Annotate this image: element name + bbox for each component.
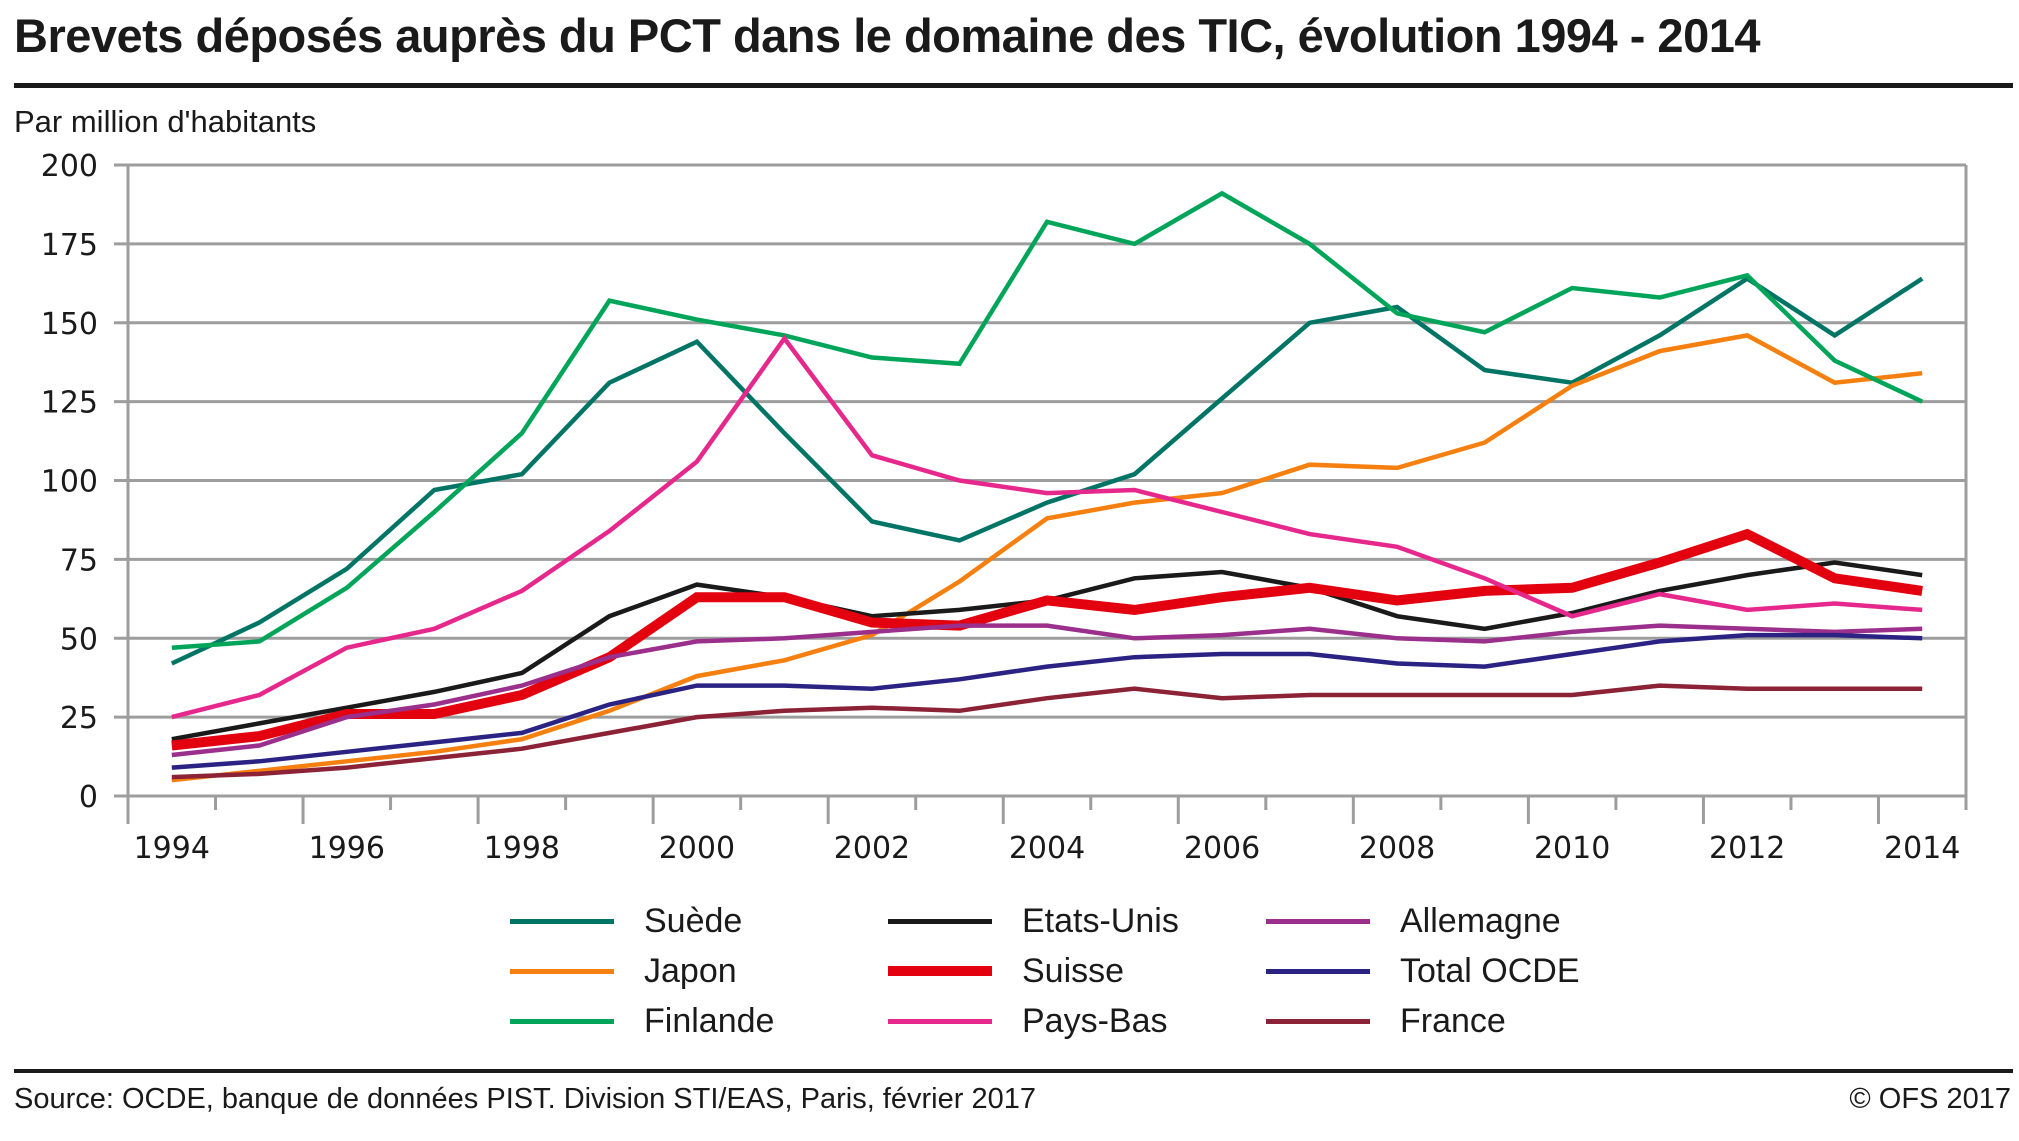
x-tick-label: 2006 xyxy=(1184,831,1260,866)
legend-label: Finlande xyxy=(644,1001,775,1040)
x-tick-label: 1998 xyxy=(484,831,560,866)
x-tick-label: 1996 xyxy=(309,831,385,866)
line-chart: 0 25 50 75 100 125 150 175 200 1994 1996 1998 2000 2… xyxy=(41,149,1968,866)
legend: Suède Japon Finlande Etats-Unis Suisse Pays-B… xyxy=(510,896,1710,1056)
x-tick-label: 2010 xyxy=(1534,831,1610,866)
x-tick-label: 2000 xyxy=(659,831,735,866)
legend-label: Suède xyxy=(644,901,743,940)
legend-swatch xyxy=(510,968,614,974)
series-line-france xyxy=(171,683,1923,780)
y-tick-label: 175 xyxy=(41,228,98,263)
series-line-suisse xyxy=(171,528,1923,751)
legend-swatch xyxy=(1266,1018,1370,1024)
legend-item-japon: Japon xyxy=(510,946,737,996)
copyright: © OFS 2017 xyxy=(1849,1083,2011,1115)
y-tick-label: 125 xyxy=(41,386,98,421)
legend-item-pays-bas: Pays-Bas xyxy=(888,996,1168,1046)
x-tick-label: 2002 xyxy=(834,831,910,866)
y-tick-label: 75 xyxy=(60,543,98,578)
legend-item-france: France xyxy=(1266,996,1506,1046)
y-tick-label: 100 xyxy=(41,465,98,500)
legend-label: Japon xyxy=(644,951,737,990)
series-line-japon xyxy=(171,333,1923,783)
legend-label: Allemagne xyxy=(1400,901,1561,940)
legend-label: Pays-Bas xyxy=(1022,1001,1168,1040)
y-tick-label: 0 xyxy=(79,780,98,815)
legend-label: Total OCDE xyxy=(1400,951,1580,990)
x-tick-label: 2012 xyxy=(1709,831,1785,866)
chart-title: Brevets déposés auprès du PCT dans le do… xyxy=(14,9,1760,62)
series-line-allemagne xyxy=(171,623,1923,758)
x-axis: 1994 1996 1998 2000 2002 2004 2006 2008 2010 2012… xyxy=(126,796,1968,866)
series-lines xyxy=(170,190,1924,783)
legend-swatch xyxy=(510,1018,614,1024)
footer-divider xyxy=(14,1069,2013,1073)
legend-item-etats-unis: Etats-Unis xyxy=(888,896,1179,946)
series-line-suede xyxy=(170,275,1924,666)
legend-swatch xyxy=(888,918,992,924)
legend-swatch xyxy=(1266,918,1370,924)
legend-item-total-ocde: Total OCDE xyxy=(1266,946,1580,996)
y-axis-unit-label: Par million d'habitants xyxy=(14,104,317,139)
legend-swatch xyxy=(888,966,992,976)
legend-item-allemagne: Allemagne xyxy=(1266,896,1561,946)
legend-swatch xyxy=(888,1018,992,1024)
x-tick-label: 2014 xyxy=(1884,831,1960,866)
title-divider xyxy=(14,83,2013,88)
series-line-total-ocde xyxy=(171,632,1923,770)
x-tick-label: 2008 xyxy=(1359,831,1435,866)
y-tick-label: 150 xyxy=(41,307,98,342)
y-tick-label: 25 xyxy=(60,701,98,736)
y-tick-label: 200 xyxy=(41,149,98,184)
legend-item-finlande: Finlande xyxy=(510,996,774,1046)
series-line-finlande xyxy=(171,190,1924,650)
y-axis-ticks: 0 25 50 75 100 125 150 175 200 xyxy=(41,149,98,815)
legend-swatch xyxy=(1266,968,1370,974)
source-note: Source: OCDE, banque de données PIST. Di… xyxy=(14,1083,1036,1115)
series-line-pays-bas xyxy=(171,334,1923,720)
legend-label: France xyxy=(1400,1001,1506,1040)
legend-item-suede: Suède xyxy=(510,896,742,946)
legend-item-suisse: Suisse xyxy=(888,946,1124,996)
legend-label: Suisse xyxy=(1022,951,1125,990)
y-tick-label: 50 xyxy=(60,622,98,657)
legend-swatch xyxy=(510,918,614,924)
x-tick-label: 2004 xyxy=(1009,831,1085,866)
legend-label: Etats-Unis xyxy=(1022,901,1179,940)
x-tick-label: 1994 xyxy=(134,831,210,866)
